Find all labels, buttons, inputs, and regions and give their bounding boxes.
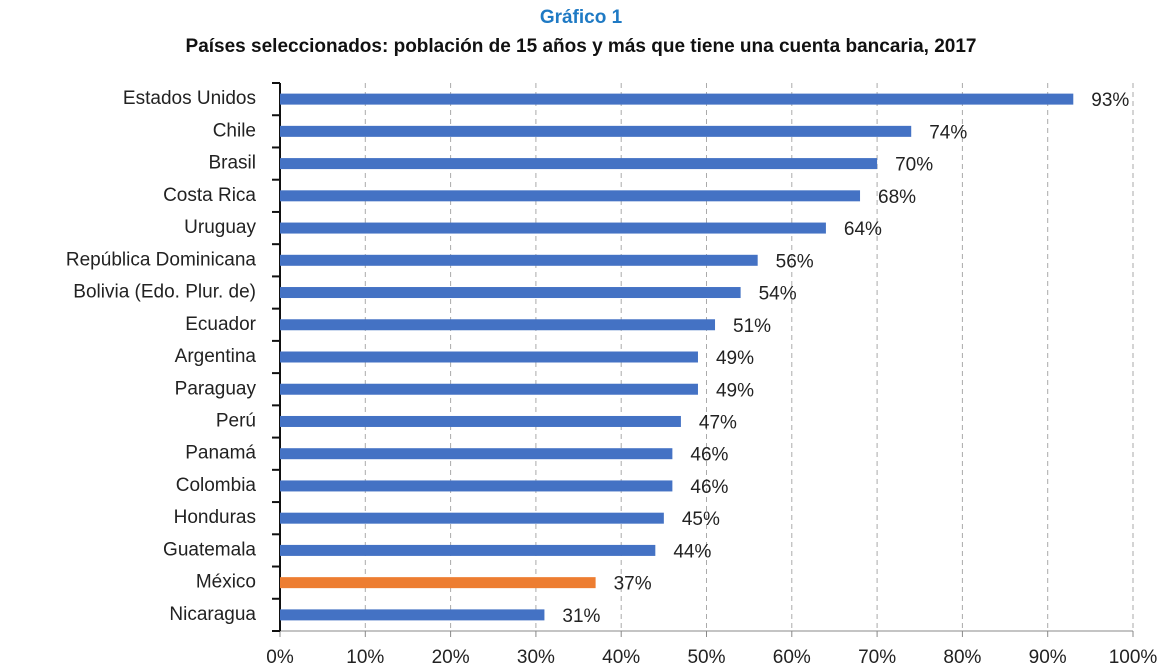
bar xyxy=(280,287,741,299)
value-label: 54% xyxy=(759,284,797,305)
bar xyxy=(280,480,673,492)
y-tick-label: Argentina xyxy=(175,346,257,367)
y-tick-label: Nicaragua xyxy=(169,604,256,625)
value-label: 93% xyxy=(1091,90,1129,111)
y-tick-label: Estados Unidos xyxy=(123,88,256,109)
y-tick-label: Honduras xyxy=(174,507,256,528)
y-tick-label: Ecuador xyxy=(185,314,256,335)
x-tick-label: 60% xyxy=(773,647,811,668)
y-tick-label: Costa Rica xyxy=(163,185,256,206)
value-label: 46% xyxy=(690,445,728,466)
x-tick-label: 30% xyxy=(517,647,555,668)
value-label: 49% xyxy=(716,348,754,369)
value-label: 68% xyxy=(878,187,916,208)
value-label: 31% xyxy=(562,606,600,627)
chart-subtitle: Países seleccionados: población de 15 añ… xyxy=(186,36,977,57)
x-tick-label: 10% xyxy=(346,647,384,668)
bar xyxy=(280,125,912,137)
value-label: 70% xyxy=(895,155,933,176)
value-label: 47% xyxy=(699,412,737,433)
x-tick-label: 100% xyxy=(1109,647,1158,668)
bar xyxy=(280,448,673,460)
value-label: 64% xyxy=(844,219,882,240)
bar xyxy=(280,383,698,395)
y-tick-label: Guatemala xyxy=(163,539,256,560)
value-label: 44% xyxy=(673,541,711,562)
bar xyxy=(280,351,698,363)
bar xyxy=(280,93,1074,105)
x-tick-label: 40% xyxy=(602,647,640,668)
bar xyxy=(280,415,681,427)
x-tick-label: 0% xyxy=(266,647,294,668)
bar xyxy=(280,577,596,589)
value-label: 74% xyxy=(929,122,967,143)
bar xyxy=(280,158,878,170)
bar xyxy=(280,512,664,524)
value-label: 46% xyxy=(690,477,728,498)
value-label: 51% xyxy=(733,316,771,337)
bar xyxy=(280,190,861,202)
bar xyxy=(280,609,545,621)
y-tick-label: Brasil xyxy=(208,153,256,174)
y-tick-label: Uruguay xyxy=(184,217,256,238)
value-label: 45% xyxy=(682,509,720,530)
x-tick-label: 50% xyxy=(687,647,725,668)
x-tick-label: 80% xyxy=(943,647,981,668)
value-label: 56% xyxy=(776,251,814,272)
y-tick-label: República Dominicana xyxy=(66,249,257,270)
y-tick-label: Colombia xyxy=(176,475,257,496)
y-tick-label: Perú xyxy=(216,410,256,431)
bar xyxy=(280,254,758,266)
bar xyxy=(280,544,656,556)
y-tick-label: Chile xyxy=(213,120,256,141)
bar xyxy=(280,319,716,331)
x-tick-label: 20% xyxy=(432,647,470,668)
y-tick-label: México xyxy=(196,572,256,593)
x-tick-label: 90% xyxy=(1029,647,1067,668)
y-tick-label: Bolivia (Edo. Plur. de) xyxy=(73,282,256,303)
bar xyxy=(280,222,826,234)
chart-title: Gráfico 1 xyxy=(540,7,623,28)
x-tick-label: 70% xyxy=(858,647,896,668)
y-tick-label: Panamá xyxy=(185,443,256,464)
value-label: 37% xyxy=(614,574,652,595)
y-tick-label: Paraguay xyxy=(175,378,257,399)
value-label: 49% xyxy=(716,380,754,401)
